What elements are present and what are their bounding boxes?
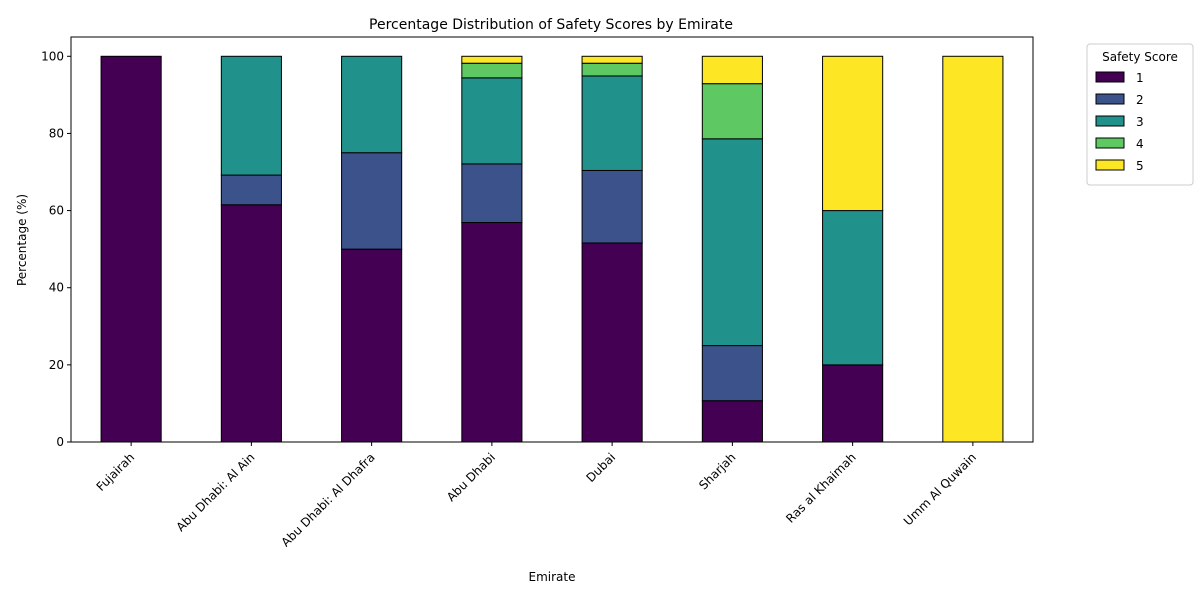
bar-segment: [701, 138, 763, 347]
bar-segment: [581, 242, 643, 443]
legend: Safety Score 1 2 3 4 5: [1086, 43, 1194, 186]
bar-segment: [581, 169, 643, 244]
y-axis-title: Percentage (%): [15, 194, 29, 286]
legend-title: Safety Score: [1102, 50, 1178, 64]
legend-swatch: [1095, 71, 1125, 83]
bar-segment: [581, 55, 643, 64]
plot-frame: [70, 36, 1034, 443]
x-tick-label: Fujairah: [94, 450, 138, 494]
bar-segment: [822, 364, 884, 443]
legend-label: 5: [1136, 159, 1144, 173]
chart-title: Percentage Distribution of Safety Scores…: [369, 17, 733, 33]
bar-segment: [581, 62, 643, 77]
bar-segment: [461, 62, 523, 79]
legend-swatch: [1095, 137, 1125, 149]
bar-segment: [461, 163, 523, 224]
bar-segment: [220, 204, 282, 443]
x-axis: Fujairah Abu Dhabi: Al Ain Abu Dhabi: Al D…: [94, 442, 979, 549]
bar-segment: [822, 210, 884, 366]
y-tick-label: 80: [49, 126, 64, 140]
bar-segment: [701, 345, 763, 402]
x-tick-label: Ras al Khaimah: [783, 450, 859, 526]
x-tick-label: Sharjah: [696, 450, 738, 492]
bar-segment: [701, 55, 763, 85]
bars-layer: [100, 55, 1004, 443]
x-axis-title: Emirate: [529, 570, 576, 584]
legend-label: 2: [1136, 93, 1144, 107]
bar-segment: [701, 400, 763, 443]
x-tick-label: Abu Dhabi: Al Ain: [174, 450, 258, 534]
bar-segment: [220, 174, 282, 206]
bar-segment: [341, 55, 403, 154]
legend-label: 1: [1136, 71, 1144, 85]
bar-segment: [461, 222, 523, 443]
bar-segment: [822, 55, 884, 212]
x-tick-label: Abu Dhabi: Al Dhafra: [279, 450, 378, 549]
bar-segment: [100, 55, 162, 443]
y-tick-label: 60: [49, 204, 64, 218]
bar-segment: [461, 77, 523, 165]
bar-segment: [220, 55, 282, 176]
x-tick-label: Abu Dhabi: [444, 450, 498, 504]
legend-label: 4: [1136, 137, 1144, 151]
bar-segment: [581, 75, 643, 171]
bar-segment: [341, 152, 403, 250]
bar-segment: [942, 55, 1004, 443]
y-axis: 0 20 40 60 80 100: [41, 49, 71, 449]
legend-swatch: [1095, 93, 1125, 105]
bar-segment: [341, 248, 403, 443]
legend-label: 3: [1136, 115, 1144, 129]
y-tick-label: 100: [41, 49, 64, 63]
bar-segment: [701, 83, 763, 140]
legend-swatch: [1095, 159, 1125, 171]
x-tick-label: Dubai: [583, 450, 618, 485]
y-tick-label: 0: [56, 435, 64, 449]
legend-swatch: [1095, 115, 1125, 127]
bar-segment: [461, 55, 523, 64]
y-tick-label: 40: [49, 281, 64, 295]
legend-items: 1 2 3 4 5: [1095, 71, 1144, 173]
y-tick-label: 20: [49, 358, 64, 372]
x-tick-label: Umm Al Quwain: [901, 450, 979, 528]
